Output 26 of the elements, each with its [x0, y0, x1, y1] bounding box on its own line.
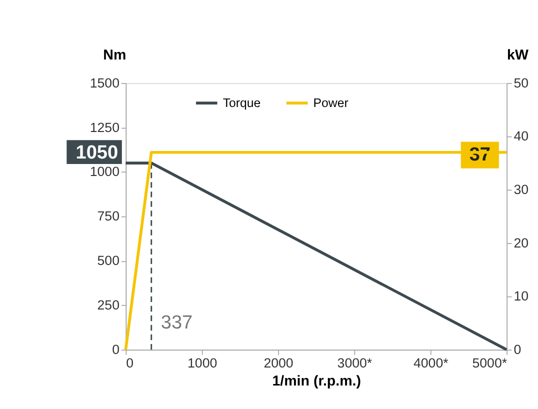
legend-label: Power — [313, 96, 348, 110]
y-tick-label: 250 — [97, 298, 120, 313]
y-axis-title: Nm — [103, 48, 126, 64]
x-tick-label: 2000 — [264, 355, 294, 370]
y-tick-label: 1000 — [90, 164, 120, 180]
y2-tick-label: 40 — [514, 128, 529, 144]
ref-line-label: 337 — [160, 312, 193, 334]
x-tick-label: 0 — [126, 355, 134, 370]
x-tick-label: 1000 — [188, 355, 218, 370]
y2-tick-label: 20 — [514, 235, 529, 250]
legend-label: Torque — [222, 96, 261, 110]
x-axis-title: 1/min (r.p.m.) — [272, 373, 362, 390]
y2-tick-label: 50 — [514, 75, 529, 90]
y2-axis-title: kW — [507, 48, 529, 64]
y-tick-label: 500 — [97, 253, 120, 268]
y-tick-label: 1250 — [90, 120, 120, 135]
y2-tick-label: 30 — [514, 182, 529, 197]
y-tick-label: 0 — [112, 342, 120, 357]
annotation: 1050 — [76, 142, 118, 164]
y-tick-label: 750 — [97, 208, 120, 224]
x-tick-label: 5000* — [472, 355, 508, 370]
y2-tick-label: 10 — [514, 288, 529, 304]
x-tick-label: 3000* — [337, 355, 372, 370]
x-tick-label: 4000* — [413, 355, 448, 370]
y2-tick-label: 0 — [514, 342, 522, 357]
y-tick-label: 1500 — [90, 75, 120, 90]
